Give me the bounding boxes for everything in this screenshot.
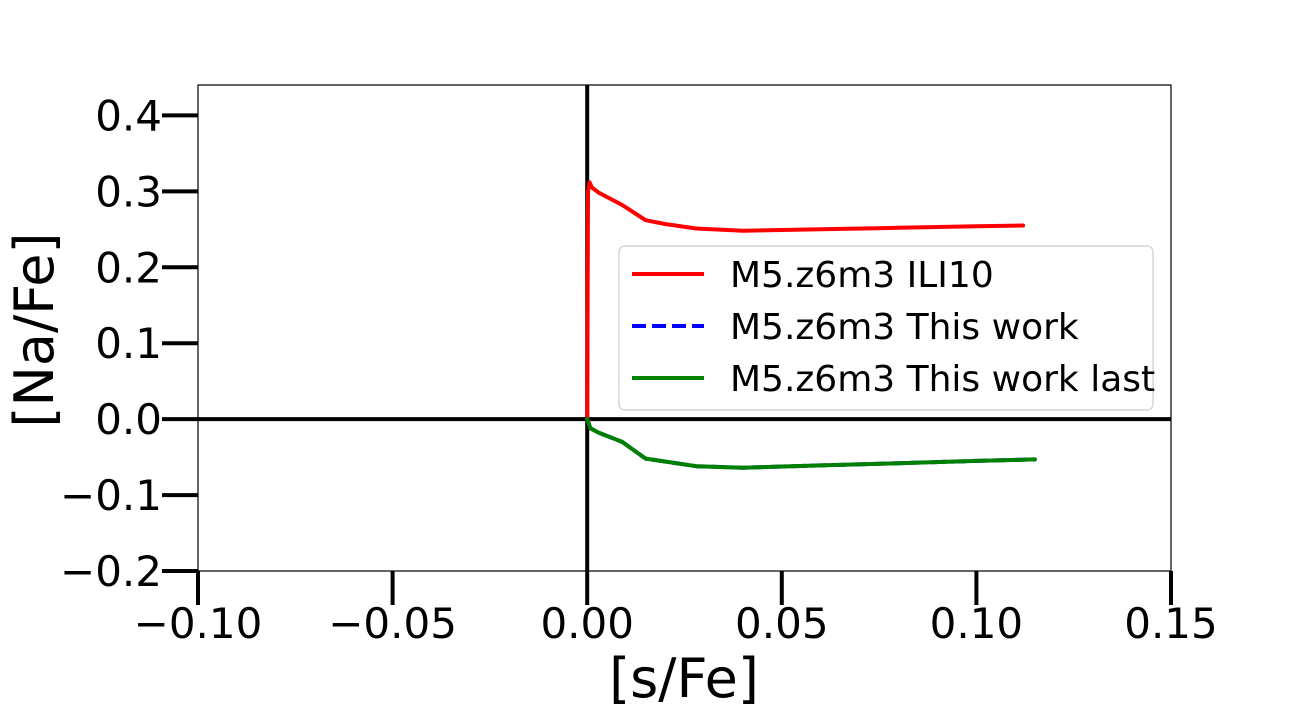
series-line [585,417,1037,470]
x-tick-label: 0.10 [930,599,1024,648]
y-tick-label: −0.2 [60,547,162,596]
y-tick-label: −0.1 [60,471,162,520]
x-tick-label: −0.05 [328,599,457,648]
y-tick-label: 0.4 [95,91,162,140]
y-tick-label: 0.0 [95,395,162,444]
plot-frame [197,84,1172,572]
legend-label: M5.z6m3 This work [730,307,1079,348]
x-tick-label: 0.00 [540,599,634,648]
legend-label: M5.z6m3 This work last [730,359,1155,400]
x-tick-label: −0.10 [134,599,263,648]
y-tick-label: 0.1 [95,319,162,368]
legend-label: M5.z6m3 ILI10 [730,255,994,296]
x-axis-title: [s/Fe] [609,647,759,710]
legend-box [618,245,1154,411]
y-tick-label: 0.2 [95,243,162,292]
x-tick-label: 0.15 [1124,599,1218,648]
x-tick-label: 0.05 [735,599,829,648]
series-line [585,180,1026,422]
y-axis-title: [Na/Fe] [3,232,66,427]
y-tick-label: 0.3 [95,167,162,216]
legend: M5.z6m3 ILI10 M5.z6m3 This work M5.z6m3 Th… [618,245,1155,411]
